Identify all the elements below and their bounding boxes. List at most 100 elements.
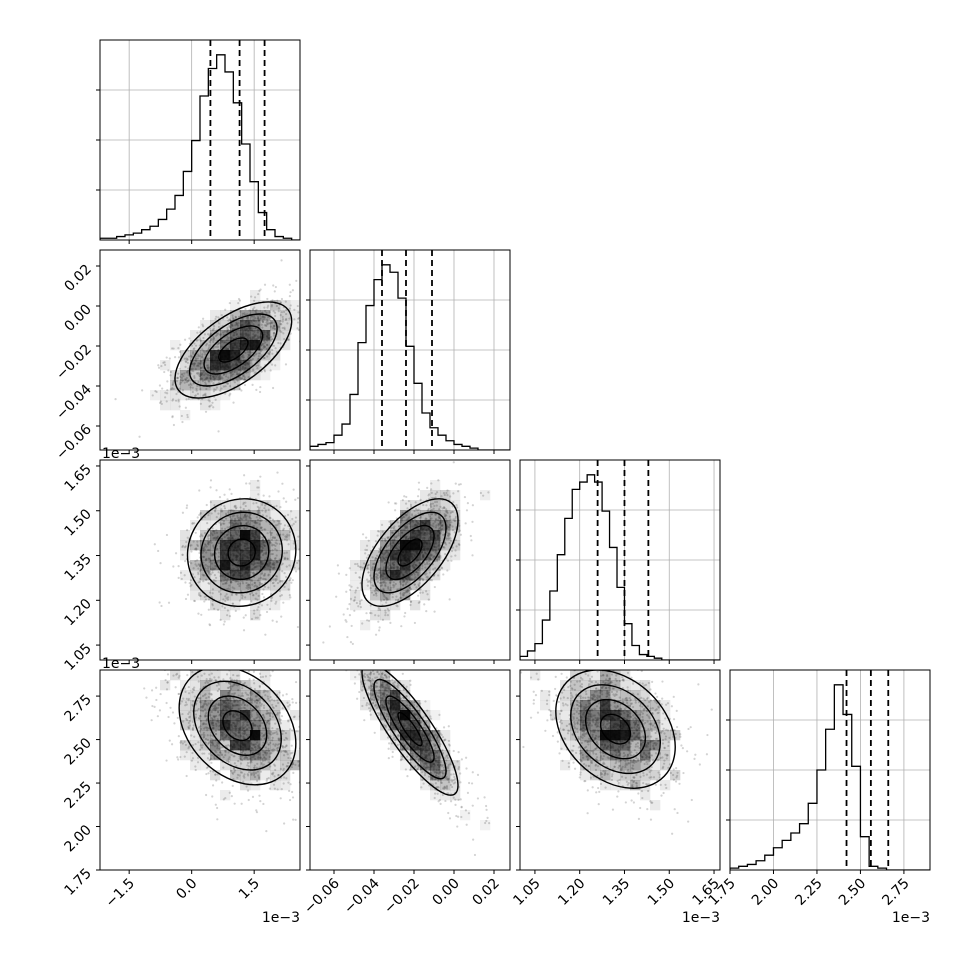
scatter-point [191, 522, 194, 525]
density-cell [220, 550, 231, 561]
scatter-point [166, 380, 169, 383]
scatter-point [272, 334, 276, 337]
density-cell [210, 600, 221, 611]
scatter-point [269, 369, 272, 372]
scatter-point [177, 398, 180, 401]
scatter-point [265, 515, 268, 518]
scatter-point [208, 572, 211, 575]
scatter-point [243, 526, 246, 529]
scatter-point [267, 574, 270, 577]
panel-frame [99, 459, 301, 661]
scatter-point [234, 315, 237, 318]
scatter-point [281, 315, 284, 318]
scatter-point [275, 304, 278, 308]
scatter-point [354, 591, 357, 594]
scatter-point [273, 520, 276, 523]
scatter-point [455, 545, 458, 548]
scatter-point [442, 573, 445, 576]
scatter-point [317, 311, 319, 313]
scatter-point [277, 310, 280, 313]
scatter-point [248, 354, 251, 357]
scatter-point [207, 534, 210, 537]
scatter-point [285, 575, 288, 579]
scatter-point [173, 356, 177, 359]
scatter-point [189, 579, 192, 582]
scatter-point [417, 508, 420, 511]
scatter-point [235, 370, 238, 374]
scatter-point [286, 557, 289, 560]
scatter-point [304, 533, 306, 535]
scatter-point [236, 323, 239, 326]
scatter-point [275, 560, 278, 563]
scatter-point [265, 552, 268, 555]
scatter-point [323, 543, 325, 545]
scatter-point [393, 527, 396, 530]
scatter-point [264, 633, 267, 636]
scatter-point [386, 598, 389, 601]
scatter-point [165, 400, 168, 403]
scatter-point [194, 547, 198, 550]
scatter-point [186, 361, 189, 364]
scatter-point [220, 527, 224, 530]
scatter-point [199, 360, 202, 363]
scatter-point [236, 379, 239, 382]
scatter-point [233, 587, 236, 590]
scatter-point [157, 366, 161, 369]
scatter-point [159, 692, 162, 696]
scatter-point [207, 347, 210, 351]
scatter-point [301, 299, 303, 301]
scatter-point [208, 340, 211, 344]
density-cell [250, 510, 261, 521]
scatter-point [218, 322, 221, 325]
scatter-point [212, 537, 215, 540]
scatter-point [178, 405, 181, 408]
scatter-point [266, 603, 269, 606]
scatter-point [221, 510, 224, 513]
scatter-point [283, 524, 287, 527]
density-cell [250, 300, 261, 311]
scatter-point [441, 507, 444, 510]
scatter-point [192, 364, 196, 367]
scatter-point [279, 301, 282, 304]
scatter-point [243, 513, 247, 517]
scatter-point [430, 482, 433, 485]
scatter-point [230, 371, 233, 374]
scatter-point [247, 583, 251, 586]
scatter-point [254, 616, 257, 619]
scatter-point [469, 534, 472, 538]
scatter-point [230, 594, 234, 597]
scatter-point [242, 501, 245, 504]
density-cell [270, 360, 281, 371]
scatter-point [349, 641, 353, 644]
scatter-point [206, 542, 210, 545]
scatter-point [199, 539, 202, 543]
scatter-point [280, 615, 283, 618]
scatter-point [221, 377, 224, 380]
scatter-point [205, 578, 208, 581]
scatter-point [293, 318, 296, 321]
scatter-point [177, 565, 180, 568]
scatter-point [277, 307, 280, 310]
scatter-point [260, 526, 263, 530]
scatter-point [216, 535, 220, 538]
scatter-point [262, 588, 265, 591]
scatter-point [356, 586, 359, 589]
density-cell [200, 330, 211, 341]
scatter-point [292, 522, 295, 526]
scatter-point [220, 314, 223, 317]
scatter-point [284, 300, 287, 303]
scatter-point [200, 613, 203, 616]
scatter-point [212, 390, 216, 393]
scatter-point [396, 605, 399, 608]
scatter-point [438, 520, 441, 523]
scatter-point [207, 570, 210, 573]
scatter-point [295, 279, 298, 282]
density-cell [430, 500, 441, 511]
scatter-point [255, 352, 258, 355]
scatter-point [190, 355, 194, 359]
scatter-point [259, 519, 262, 522]
scatter-point [239, 315, 242, 318]
scatter-point [220, 377, 223, 380]
scatter-point [442, 545, 445, 549]
scatter-point [292, 818, 295, 821]
